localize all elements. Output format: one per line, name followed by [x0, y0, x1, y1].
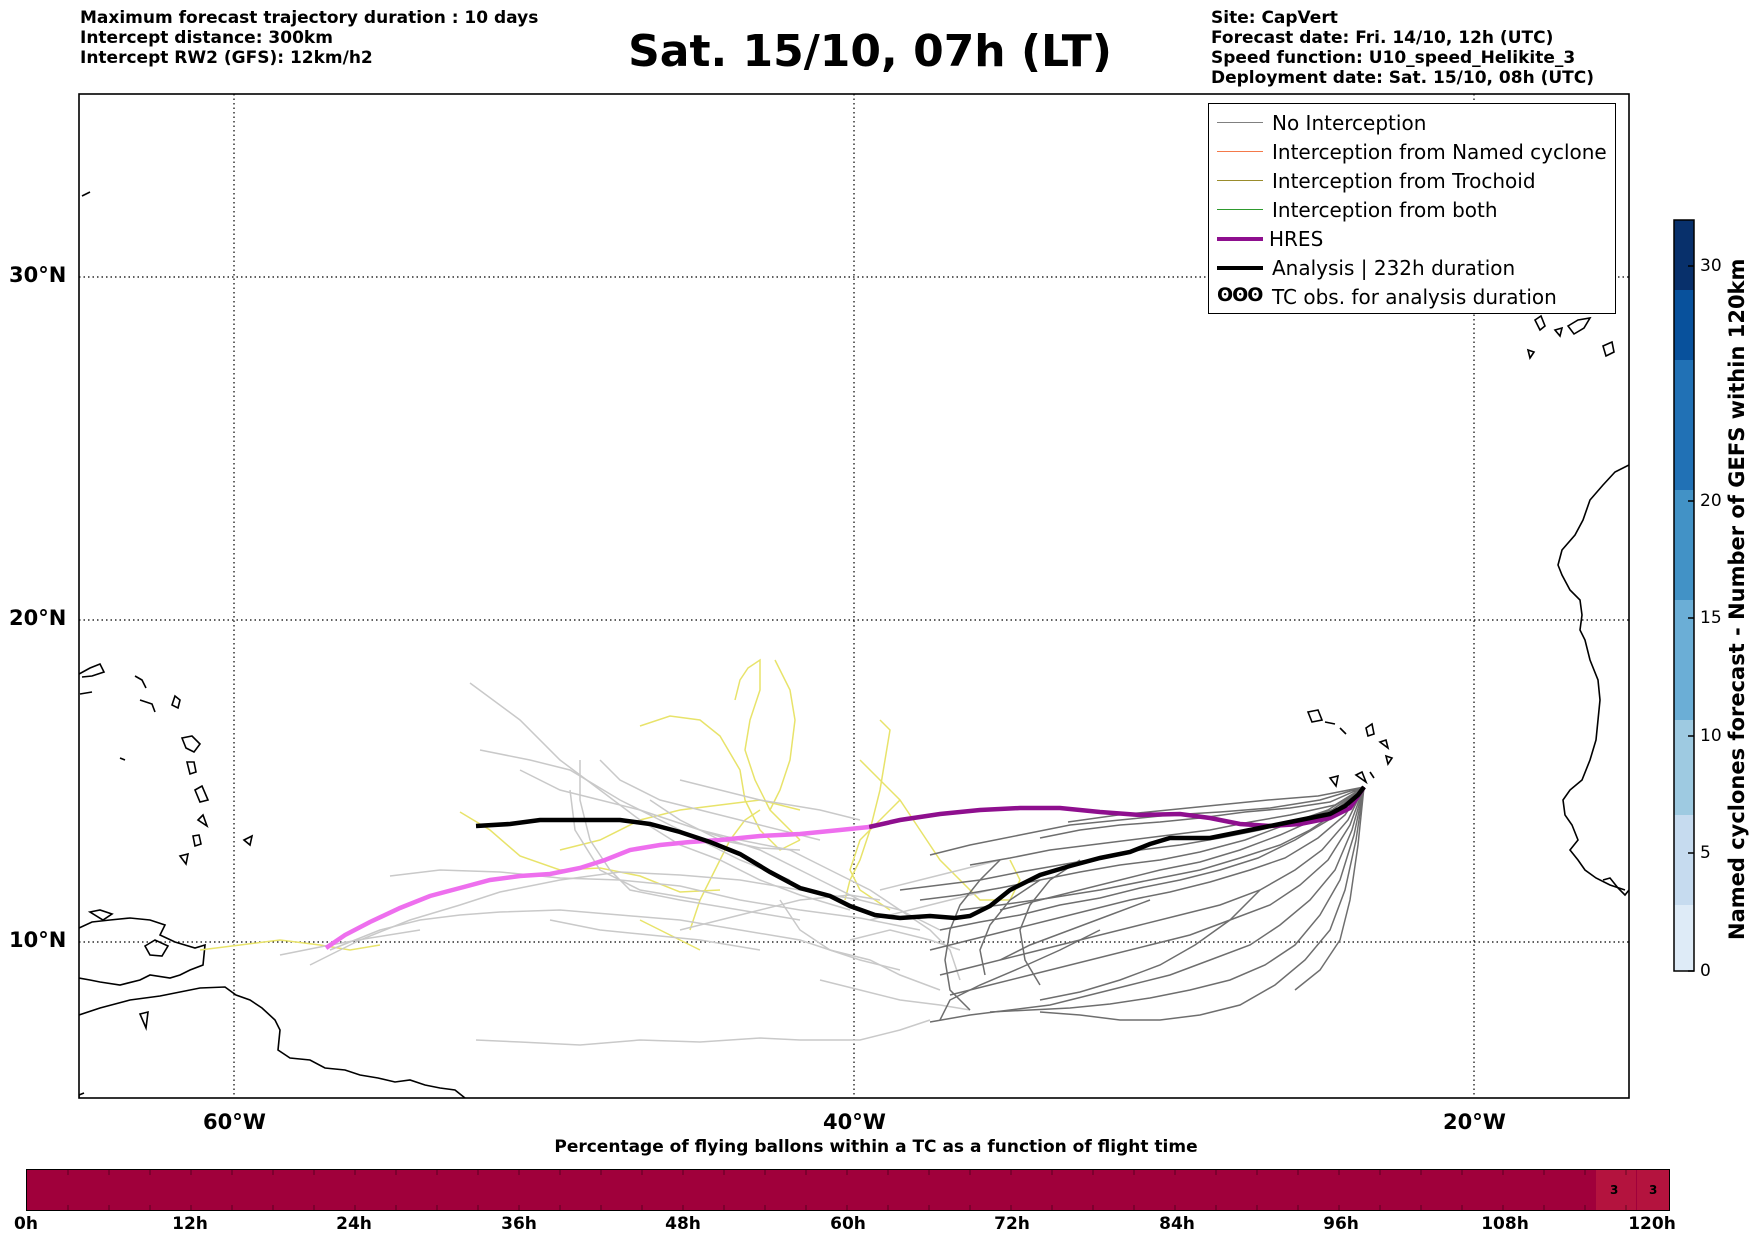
legend-item-both: Interception from both	[1209, 196, 1615, 224]
legend-swatch	[1217, 209, 1263, 210]
analysis-track	[475, 785, 1366, 921]
legend-swatch	[1217, 266, 1263, 270]
timebar-tick-84h: 84h	[1159, 1214, 1195, 1234]
colorbar-tick-5: 5	[1700, 843, 1711, 863]
lat-label-30n: 30°N	[9, 263, 67, 287]
timebar-cell-114h	[1596, 1170, 1636, 1210]
colorbar-label: Named cyclones forecast - Number of GEFS…	[1725, 258, 1749, 940]
legend-item-tc-obs: ʘʘʘ TC obs. for analysis duration	[1209, 283, 1615, 311]
intercept-rw2-text: Intercept RW2 (GFS): 12km/h2	[80, 48, 373, 68]
timebar-tick-120h: 120h	[1628, 1214, 1676, 1234]
legend-label: No Interception	[1272, 111, 1427, 135]
timebar-tick-48h: 48h	[665, 1214, 701, 1234]
intercept-distance-text: Intercept distance: 300km	[80, 28, 333, 48]
legend-swatch	[1217, 180, 1263, 181]
map-frame	[78, 93, 1630, 1099]
timebar-tick-12h: 12h	[172, 1214, 208, 1234]
colorbar-tick-30: 30	[1700, 256, 1722, 276]
legend-label: HRES	[1269, 227, 1324, 251]
timebar-tick-24h: 24h	[336, 1214, 372, 1234]
timebar-value: 3	[1649, 1183, 1658, 1197]
lat-label-10n: 10°N	[9, 928, 67, 952]
timebar-tick-72h: 72h	[994, 1214, 1030, 1234]
timebar-tick-0h: 0h	[14, 1214, 38, 1234]
max-duration-text: Maximum forecast trajectory duration : 1…	[80, 8, 539, 28]
timebar-tick-36h: 36h	[501, 1214, 537, 1234]
legend-label: Interception from Trochoid	[1272, 169, 1536, 193]
forecast-parameters: Maximum forecast trajectory duration : 1…	[80, 8, 538, 68]
timebar-value: 3	[1610, 1183, 1619, 1197]
timebar-tick-60h: 60h	[830, 1214, 866, 1234]
timebar-ticks	[67, 1170, 1627, 1210]
legend-swatch	[1217, 122, 1263, 123]
no-interception-tracks-west	[279, 682, 1001, 1046]
colorbar-tick-0: 0	[1700, 961, 1711, 981]
timebar-tick-96h: 96h	[1323, 1214, 1359, 1234]
legend-label: TC obs. for analysis duration	[1272, 285, 1557, 309]
legend-item-named-cyclone: Interception from Named cyclone	[1209, 138, 1615, 166]
site-info: Site: CapVert Forecast date: Fri. 14/10,…	[1211, 8, 1594, 88]
colorbar-tick-15: 15	[1700, 608, 1722, 628]
lat-label-20n: 20°N	[9, 606, 67, 630]
tc-percentage-timebar: 3 3	[26, 1169, 1670, 1211]
legend-item-analysis: Analysis | 232h duration	[1209, 254, 1615, 282]
coastline-africa	[1306, 314, 1629, 897]
trochoid-tracks	[199, 658, 1021, 951]
legend-label: Analysis | 232h duration	[1272, 256, 1516, 280]
coastline-americas	[79, 191, 466, 1098]
no-interception-tracks-east	[899, 786, 1365, 1023]
timebar-title: Percentage of flying ballons within a TC…	[554, 1137, 1198, 1157]
map-legend: No Interception Interception from Named …	[1208, 103, 1616, 314]
forecast-date-text: Forecast date: Fri. 14/10, 12h (UTC)	[1211, 28, 1554, 48]
deployment-date-text: Deployment date: Sat. 15/10, 08h (UTC)	[1211, 68, 1595, 88]
hres-track-west	[324, 824, 870, 950]
legend-label: Interception from Named cyclone	[1272, 140, 1607, 164]
legend-item-trochoid: Interception from Trochoid	[1209, 167, 1615, 195]
timebar-cell-117h	[1637, 1170, 1669, 1210]
legend-label: Interception from both	[1272, 198, 1498, 222]
cyclone-symbols-icon: ʘʘʘ	[1217, 284, 1263, 306]
speed-function-text: Speed function: U10_speed_Helikite_3	[1211, 48, 1576, 68]
colorbar-tick-20: 20	[1700, 491, 1722, 511]
map-title: Sat. 15/10, 07h (LT)	[628, 26, 1112, 77]
legend-item-no-interception: No Interception	[1209, 109, 1615, 137]
lon-label-20w: 20°W	[1443, 1110, 1506, 1134]
colorbar-tick-10: 10	[1700, 726, 1722, 746]
hres-track	[868, 785, 1366, 830]
legend-swatch	[1217, 151, 1263, 152]
timebar-tick-108h: 108h	[1481, 1214, 1529, 1234]
lon-label-40w: 40°W	[823, 1110, 886, 1134]
lon-label-60w: 60°W	[203, 1110, 266, 1134]
site-text: Site: CapVert	[1211, 8, 1338, 28]
legend-item-hres: HRES	[1209, 225, 1615, 253]
cyclone-colorbar	[1673, 219, 1695, 972]
legend-swatch	[1217, 237, 1263, 241]
